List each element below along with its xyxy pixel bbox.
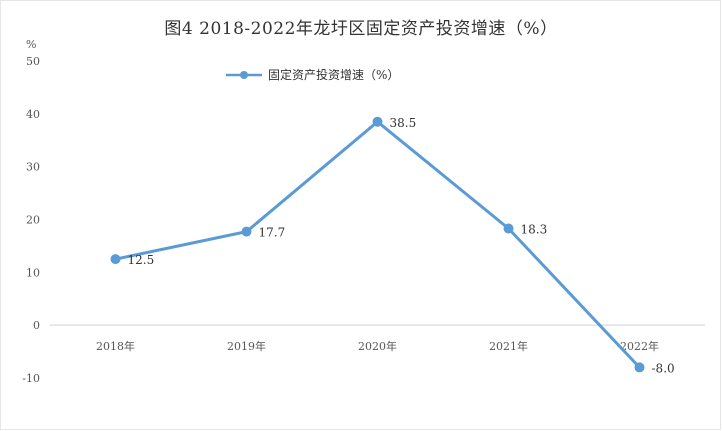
x-tick-label: 2021年	[489, 339, 528, 353]
legend-marker	[240, 71, 248, 79]
y-axis-unit: %	[26, 38, 37, 51]
y-tick-labels: 50 40 30 20 10 0 -10	[22, 55, 40, 385]
x-tick-label: 2018年	[96, 339, 135, 353]
y-tick-label: -10	[22, 372, 40, 385]
data-label: 38.5	[390, 116, 417, 130]
y-tick-label: 40	[26, 108, 40, 121]
data-point	[634, 362, 645, 373]
y-tick-label: 10	[26, 266, 40, 279]
series-line	[115, 120, 641, 369]
y-tick-label: 20	[26, 214, 40, 227]
data-point	[110, 254, 121, 265]
y-tick-label: 30	[26, 161, 40, 174]
y-tick-label: 50	[26, 55, 40, 68]
x-tick-labels: 2018年 2019年 2020年 2021年 2022年	[96, 339, 659, 353]
data-point	[372, 116, 383, 127]
legend: 固定资产投资增速（%）	[226, 67, 399, 82]
x-tick-label: 2020年	[358, 339, 397, 353]
x-tick-label: 2019年	[227, 339, 266, 353]
series-growth-rate: 12.5 17.7 38.5 18.3 -8.0	[110, 116, 675, 375]
chart-title: 图4 2018-2022年龙圩区固定资产投资增速（%）	[164, 19, 558, 39]
data-label: -8.0	[652, 361, 675, 375]
y-tick-label: 0	[33, 319, 40, 332]
data-label: 17.7	[259, 226, 286, 240]
data-label: 12.5	[128, 253, 155, 267]
data-point	[503, 223, 514, 234]
x-tick-label: 2022年	[620, 339, 659, 353]
legend-label: 固定资产投资增速（%）	[268, 67, 399, 82]
data-label: 18.3	[521, 222, 548, 236]
data-point	[241, 226, 252, 237]
